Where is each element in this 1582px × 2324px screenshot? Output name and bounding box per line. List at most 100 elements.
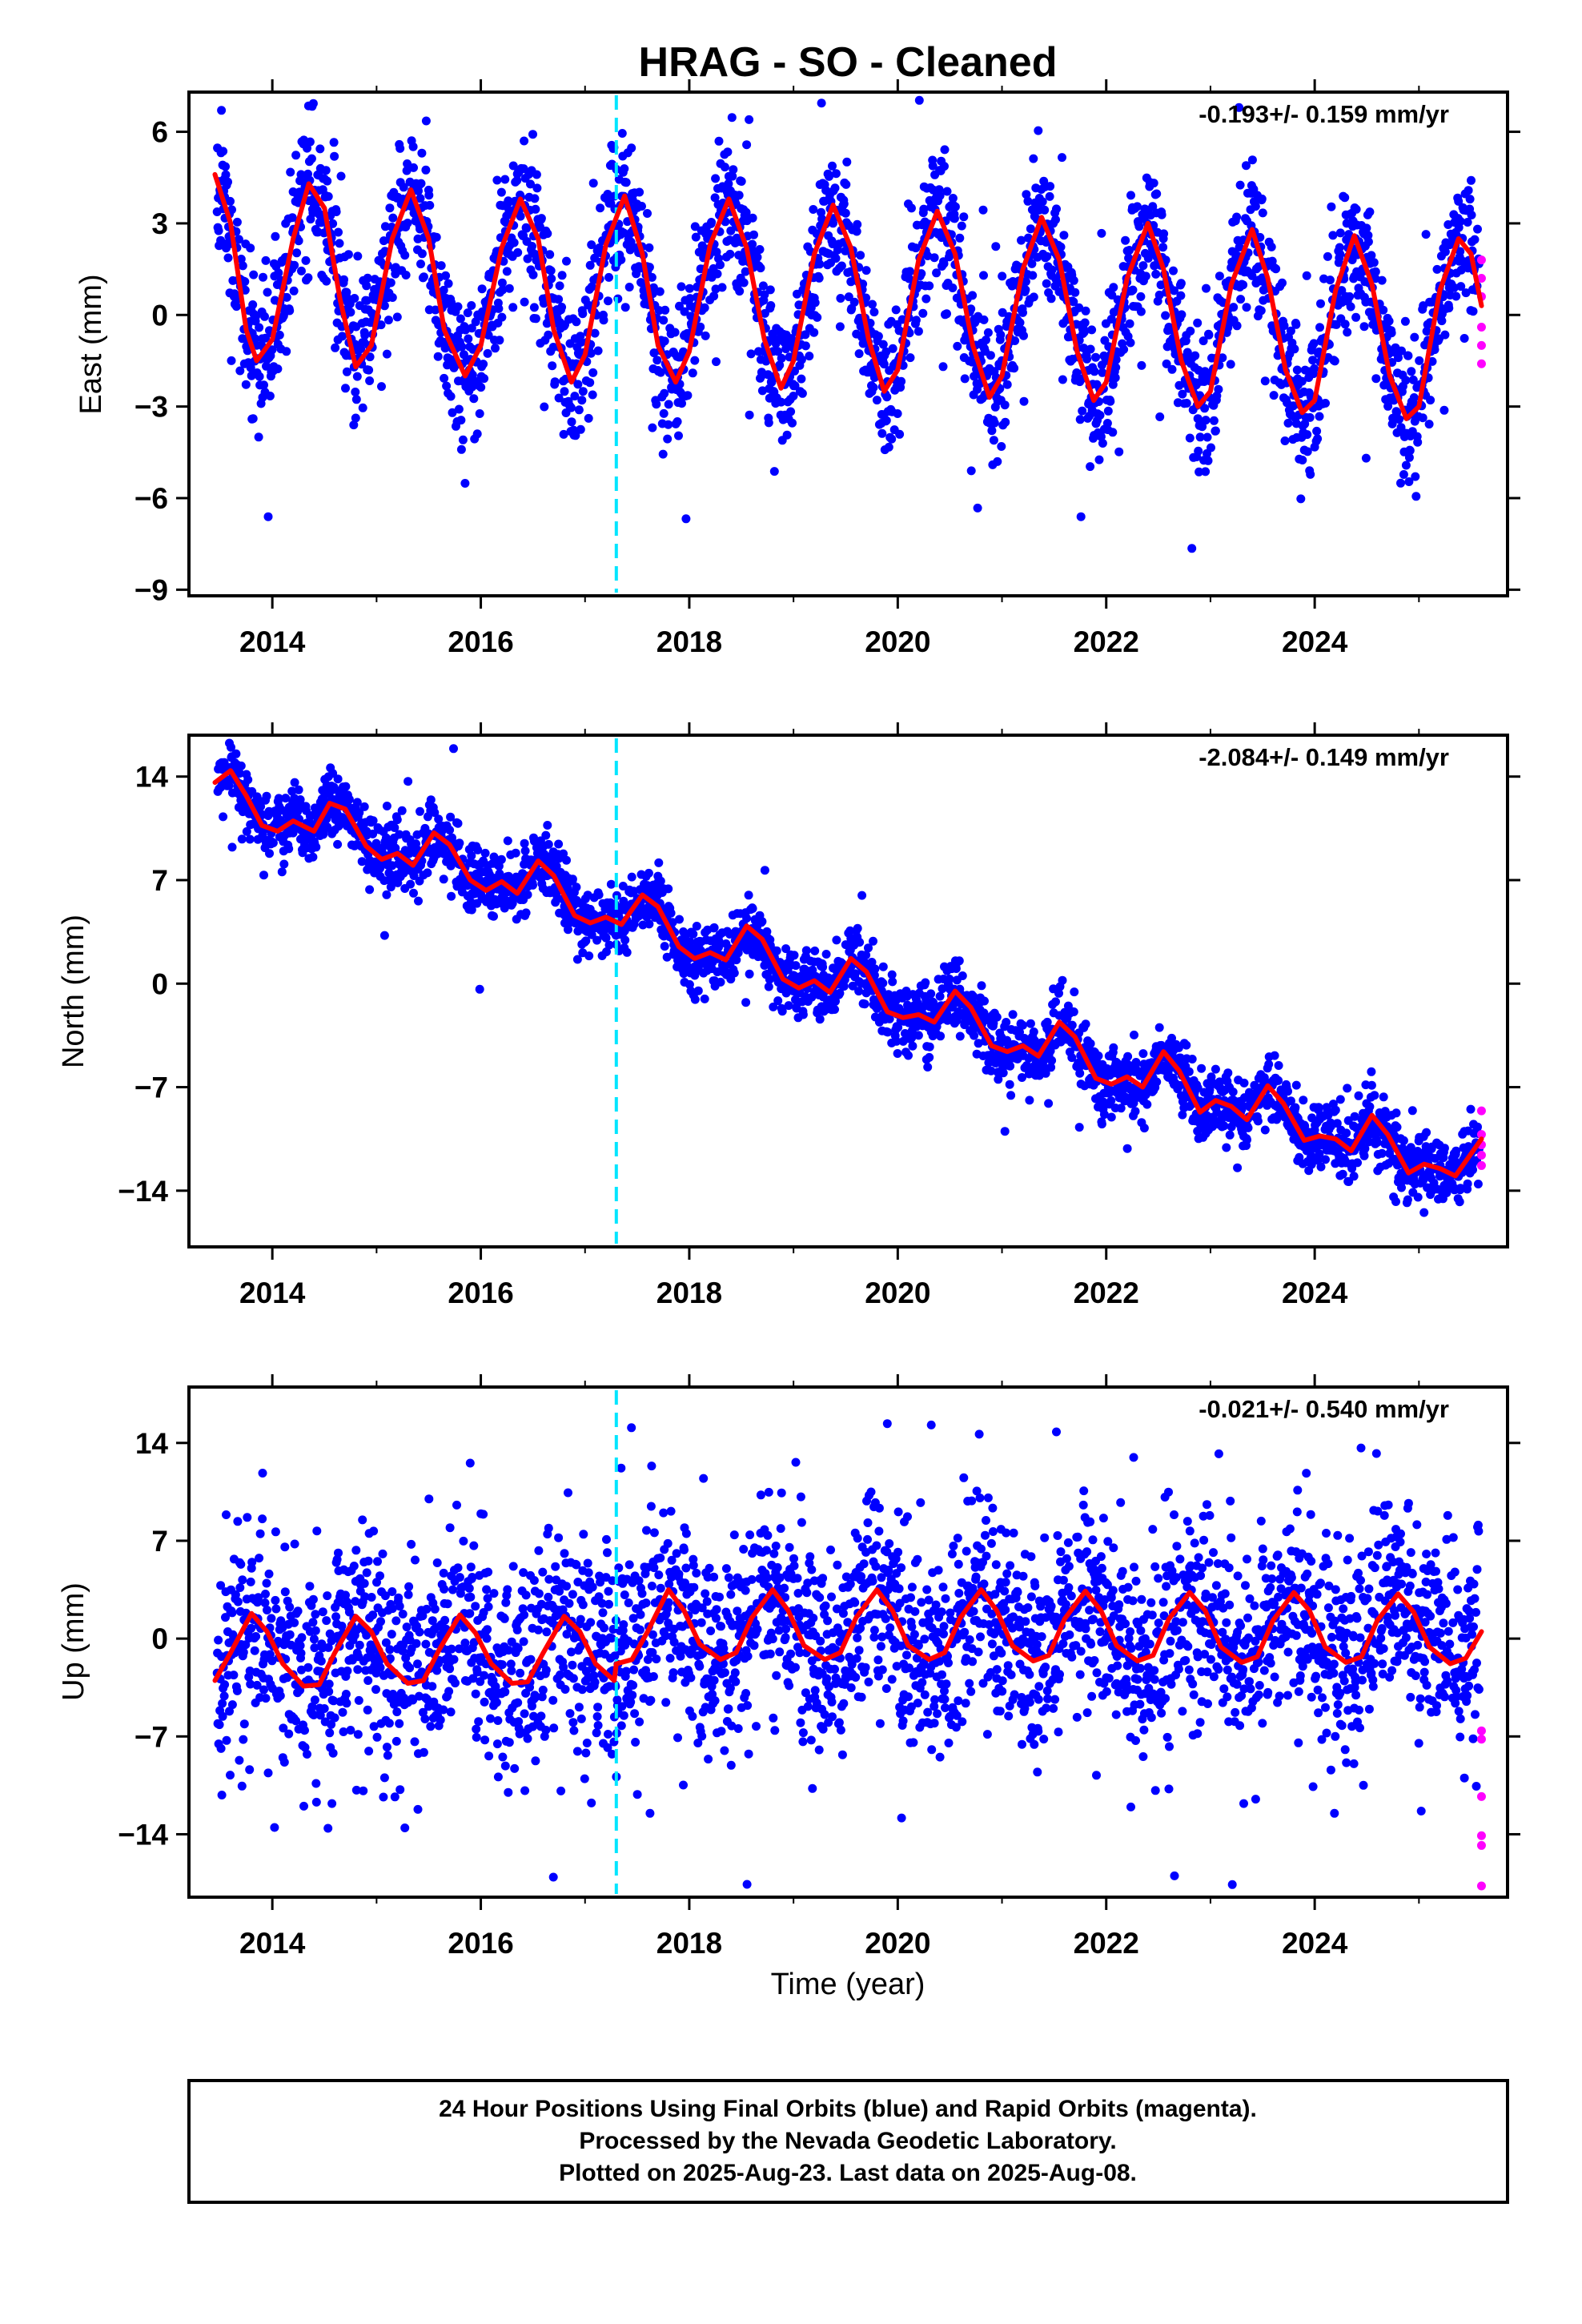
data-point-final [554, 393, 564, 403]
data-point-final [1403, 351, 1413, 360]
data-point-final [444, 279, 453, 288]
data-point-final [993, 456, 1002, 466]
data-point-final [620, 303, 630, 312]
data-point-final [231, 749, 241, 758]
data-point-final [745, 115, 754, 124]
data-point-final [913, 327, 923, 336]
data-point-final [1411, 492, 1421, 501]
data-point-final [831, 169, 841, 179]
data-point-final [1400, 316, 1410, 326]
data-point-final [528, 270, 538, 279]
data-point-final [679, 347, 688, 356]
data-point-final [1094, 1051, 1103, 1060]
data-point-final [1312, 426, 1322, 436]
data-point-final [660, 942, 669, 951]
data-point-final [223, 177, 232, 187]
data-point-final [259, 380, 268, 390]
data-point-final [925, 1052, 934, 1062]
data-point-final [644, 919, 654, 929]
data-point-final [701, 331, 710, 340]
data-point-final [883, 1027, 893, 1037]
data-point-final [801, 330, 810, 340]
data-point-final [1106, 1112, 1116, 1122]
data-point-final [290, 260, 299, 270]
data-point-final [828, 161, 837, 171]
data-point-final [495, 336, 504, 345]
data-point-final [1186, 326, 1195, 336]
data-point-rapid [1476, 340, 1486, 350]
data-point-final [364, 365, 374, 375]
data-point-final [513, 247, 523, 257]
data-point-final [385, 203, 395, 213]
data-point-final [617, 129, 627, 138]
data-point-final [1137, 360, 1146, 370]
data-point-final [562, 256, 571, 266]
data-point-final [1465, 195, 1475, 204]
data-point-final [1042, 251, 1052, 261]
data-point-final [363, 273, 372, 283]
data-point-final [1151, 269, 1161, 279]
data-point-final [365, 885, 375, 895]
data-point-final [1126, 338, 1135, 348]
data-point-final [480, 374, 489, 384]
data-point-final [1203, 456, 1213, 465]
data-point-final [491, 344, 500, 353]
data-point-final [839, 199, 849, 209]
data-point-final [554, 295, 564, 304]
data-point-final [1076, 512, 1086, 521]
data-point-final [789, 951, 799, 960]
data-point-final [1187, 544, 1197, 553]
data-point-final [417, 249, 427, 259]
data-point-final [1371, 267, 1380, 276]
data-point-final [635, 187, 644, 197]
data-point-final [562, 855, 571, 865]
data-point-final [907, 203, 916, 213]
data-point-final [1109, 1043, 1118, 1052]
data-point-final [265, 849, 274, 858]
y-tick-label: −3 [135, 391, 168, 424]
data-point-final [362, 296, 371, 305]
data-point-final [817, 207, 826, 217]
data-point-final [830, 183, 840, 193]
data-point-final [338, 332, 347, 341]
data-point-final [1201, 416, 1211, 425]
data-point-final [432, 232, 441, 242]
data-point-final [584, 951, 594, 961]
data-point-final [713, 269, 722, 279]
data-point-final [1302, 271, 1311, 280]
data-point-final [954, 956, 964, 966]
data-point-final [644, 243, 654, 252]
data-point-final [1239, 280, 1248, 290]
data-point-final [656, 876, 665, 886]
data-point-final [622, 947, 632, 957]
data-point-final [273, 364, 283, 374]
data-point-final [697, 241, 707, 251]
data-point-final [301, 255, 311, 265]
data-point-final [308, 99, 318, 108]
data-point-final [259, 272, 267, 282]
data-point-final [734, 191, 744, 200]
data-point-final [990, 418, 999, 428]
data-point-final [746, 349, 756, 359]
data-point-final [888, 977, 897, 987]
data-point-final [483, 348, 492, 358]
data-point-final [773, 347, 783, 356]
data-point-final [1138, 261, 1148, 271]
data-point-final [463, 308, 472, 318]
data-point-final [987, 426, 997, 436]
data-point-final [1006, 1091, 1016, 1100]
data-point-final [1330, 356, 1339, 366]
data-point-final [893, 409, 902, 418]
data-point-final [331, 343, 340, 352]
data-point-final [1122, 1144, 1132, 1153]
data-point-final [810, 946, 820, 955]
data-point-final [1069, 1007, 1078, 1016]
data-point-final [1070, 987, 1079, 997]
data-point-final [814, 273, 824, 283]
data-point-final [675, 915, 684, 924]
data-point-final [328, 219, 338, 228]
data-point-final [1361, 453, 1371, 463]
data-point-final [577, 396, 587, 405]
data-point-final [841, 208, 850, 218]
data-point-final [710, 193, 720, 203]
